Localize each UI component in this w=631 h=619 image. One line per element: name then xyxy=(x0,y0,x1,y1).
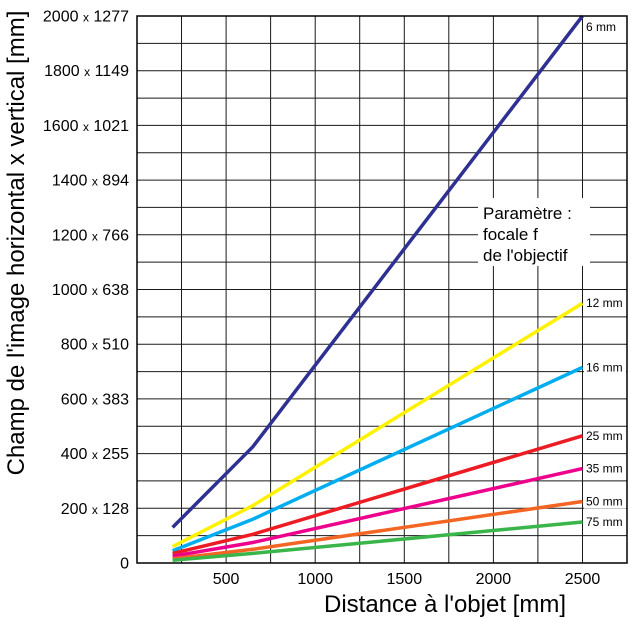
x-tick-label: 500 xyxy=(213,571,240,588)
y-tick-label: 0 xyxy=(120,556,129,573)
x-axis-title: Distance à l'objet [mm] xyxy=(324,591,566,618)
series-label-background xyxy=(584,297,626,311)
annotation-box: Paramètre : focale f de l'objectif xyxy=(478,198,590,266)
x-tick-label: 2500 xyxy=(565,571,601,588)
y-tick-label: 1800 x 1149 xyxy=(44,63,129,80)
series-label-25-mm: 25 mm xyxy=(586,429,623,443)
series xyxy=(171,14,584,563)
series-label-50-mm: 50 mm xyxy=(586,495,623,509)
y-axis-title: Champ de l'image horizontal x vertical [… xyxy=(3,11,30,476)
series-line-12-mm xyxy=(171,301,584,549)
y-tick-label: 1000 x 638 xyxy=(52,282,129,299)
x-tick-label: 1500 xyxy=(387,571,423,588)
series-label-background xyxy=(584,361,626,375)
series-label-35-mm: 35 mm xyxy=(586,462,623,476)
annotation-line: focale f xyxy=(483,225,538,244)
y-tick-label: 1400 x 894 xyxy=(52,173,129,190)
y-tick-label: 1600 x 1021 xyxy=(43,118,129,135)
x-tick-label: 1000 xyxy=(297,571,333,588)
annotation-background xyxy=(478,198,590,266)
y-tick-label: 800 x 510 xyxy=(61,337,129,354)
series-label-12-mm: 12 mm xyxy=(586,296,623,310)
y-tick-label: 400 x 255 xyxy=(61,446,129,463)
series-label-background xyxy=(584,21,626,34)
series-label-6-mm: 6 mm xyxy=(586,20,616,34)
series-line-35-mm xyxy=(172,466,583,558)
series-label-16-mm: 16 mm xyxy=(586,360,623,374)
series-label-75-mm: 75 mm xyxy=(586,515,623,529)
y-tick-label: 1200 x 766 xyxy=(52,227,129,244)
series-label-background xyxy=(584,495,626,509)
series-label-background xyxy=(584,462,626,476)
plot-frame-group xyxy=(136,15,628,564)
plot-frame xyxy=(136,15,628,564)
y-tick-label: 2000 x 1277 xyxy=(43,9,129,26)
annotation-line: Paramètre : xyxy=(483,204,572,223)
series-line-25-mm xyxy=(172,434,584,556)
series-line-75-mm xyxy=(172,520,583,563)
annotation-line: de l'objectif xyxy=(483,246,568,265)
series-label-background xyxy=(584,429,626,443)
series-line-6-mm xyxy=(171,14,584,529)
y-tick-label: 200 x 128 xyxy=(61,501,129,518)
series-labels: 6 mm 12 mm 16 mm 25 mm 35 mm 50 mm 75 mm xyxy=(584,20,626,529)
x-tick-label: 2000 xyxy=(476,571,512,588)
series-line-16-mm xyxy=(171,365,584,553)
grid xyxy=(137,16,627,563)
series-line-50-mm xyxy=(172,499,583,561)
series-label-background xyxy=(584,516,626,529)
ticks: 500 1000 1500 2000 2500 0 200 x 128 400 x 255 60… xyxy=(43,9,600,589)
y-tick-label: 600 x 383 xyxy=(61,391,129,408)
